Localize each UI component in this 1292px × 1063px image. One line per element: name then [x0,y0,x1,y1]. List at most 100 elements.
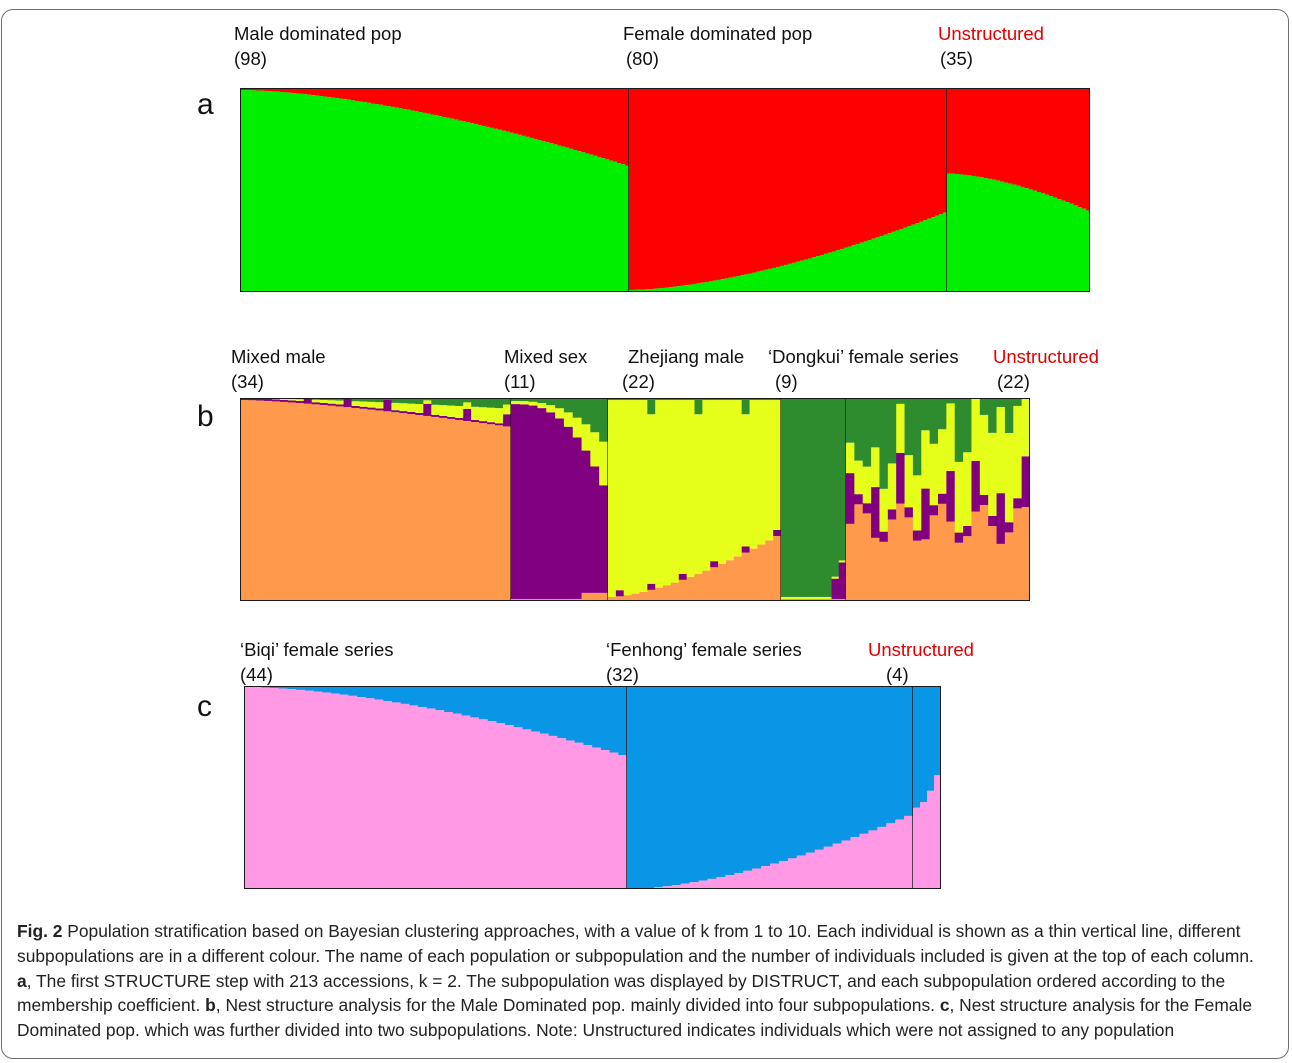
bar-plot-a-g0-i58-lower [470,123,475,292]
bar-plot-a-g1-i53-lower [839,249,845,292]
bar-b-g4-i13-seg1 [954,532,964,543]
bar-plot-a-g0-i72-upper [525,88,531,137]
bar-b-g2-i3-seg2 [631,400,641,594]
panel-b-letter: b [197,400,214,433]
bar-plot-c-g0-i42-upper [609,686,619,753]
bar-plot-c-g1-i16-lower [770,863,780,889]
bar-plot-c-g0-i12-upper [348,686,358,696]
bar-plot-c-g1-i20-upper [805,686,816,853]
bar-plot-a-g1-i32-lower [756,271,761,292]
bar-plot-a-g1-i41-lower [791,262,797,292]
bar-plot-c-g0-i31-lower [513,727,524,889]
bar-b-g2-i1-seg3 [615,398,625,401]
bar-plot-a-g2-i18-lower [1020,186,1026,292]
bar-plot-a-g0-i20-lower [319,96,324,292]
bar-plot-c-g0-i39-upper [583,686,593,746]
bar-plot-a-g0-i16-upper [303,88,309,95]
bar-plot-a-g2-i14-lower [1004,182,1009,292]
bar-plot-a-g1-i73-lower [919,221,924,292]
bar-plot-a-g1-i36-upper [772,88,777,268]
bar-b-g1-i2-seg2 [528,401,539,406]
bar-plot-a-g0-i53-upper [450,88,455,119]
bar-plot-a-g2-i4-upper [963,88,969,175]
bar-plot-a-g1-i24-upper [724,88,729,279]
caption-figure-label: Fig. 2 [17,921,63,941]
bar-plot-c-g1-i6-lower [680,883,691,889]
bar-plot-c-g0-i6-upper [296,686,306,690]
bar-plot-a-g1-i46-lower [811,257,817,292]
bar-plot-a-g0-i67-lower [505,131,511,292]
bar-b-g0-i16-seg0 [367,409,377,601]
bar-plot-a-g0-i60-lower [478,125,483,292]
bar-plot-c-g1-i24-lower [841,840,852,889]
bar-plot-a-g0-i41-lower [402,109,408,292]
bar-b-g0-i3-seg1 [263,398,273,401]
bar-plot-c-g1-i2-upper [644,686,655,889]
bar-plot-a-g0-i7-lower [267,91,273,292]
bar-b-g2-i13-seg2 [710,400,719,562]
bar-b-g4-i11-seg3 [938,398,947,430]
bar-b-g3-i7-seg3 [831,398,840,577]
bar-plot-a-g2-i25-lower [1049,196,1054,292]
bar-plot-a-g2-i6-upper [971,88,977,176]
bar-plot-c-g1-i17-lower [778,861,789,889]
bar-b-g0-i32-seg3 [495,398,504,409]
bar-plot-a-g0-i91-lower [601,158,606,292]
bar-plot-a-g0-i50-lower [438,116,444,292]
bar-b-g4-i2-seg3 [862,398,872,467]
bar-plot-a-g2-i28-upper [1061,88,1067,201]
bar-plot-a-g1-i69-lower [903,227,908,292]
bar-b-g4-i16-seg2 [979,414,989,495]
bar-plot-a-g0-i56-upper [462,88,467,122]
bar-plot-a-g1-i20-lower [708,281,714,292]
bar-plot-c-g0-i37-upper [566,686,576,741]
bar-b-g0-i16-seg1 [367,407,377,410]
bar-plot-a-g2-i19-upper [1024,88,1030,189]
bar-plot-c-g0-i12-lower [348,695,358,889]
bar-plot-a-g0-i90-upper [597,88,602,157]
bar-plot-a-g1-i57-upper [855,88,861,244]
bar-b-g1-i4-seg0 [546,598,556,601]
bar-b-g0-i24-seg0 [431,416,440,601]
bar-plot-a-g2-i33-upper [1081,88,1087,209]
bar-plot-a-g1-i79-upper [943,88,948,213]
bar-plot-c-g2-i1-upper [920,686,928,803]
bar-plot-c-g0-i0-lower [244,687,254,889]
bar-b-g4-i1-seg1 [854,494,864,505]
bar-plot-a-g0-i20-upper [319,88,324,97]
bar-b-g0-i8-seg1 [303,398,313,404]
bar-plot-c-g0-i35-lower [548,735,558,889]
bar-b-g4-i7-seg2 [904,455,914,508]
bar-b-g0-i5-seg2 [279,398,289,400]
bar-plot-a-g0-i56-lower [462,121,467,292]
bar-b-g0-i27-seg2 [455,405,464,418]
bar-b-g3-i2-seg2 [795,596,804,599]
bar-plot-a-g1-i44-upper [803,88,809,260]
bar-b-g2-i9-seg0 [678,579,688,601]
bar-plot-a-g1-i4-upper [644,88,650,290]
bar-plot-c-g1-i10-lower [716,877,726,889]
bar-plot-a-g0-i76-lower [541,141,547,292]
bar-plot-a-g0-i92-upper [605,88,610,160]
bar-b-g0-i2-seg0 [255,400,265,601]
bar-b-g0-i33-seg0 [503,426,512,601]
bar-b-g2-i17-seg1 [741,546,751,553]
bar-plot-c-g0-i37-lower [566,740,576,889]
bar-plot-c-g1-i30-upper [895,686,905,820]
bar-plot-a-g1-i39-upper [784,88,789,265]
bar-plot-a-g2-i27-lower [1057,199,1062,292]
bar-b-g4-i7-seg1 [904,507,914,518]
bar-plot-c-g1-i11-upper [725,686,735,876]
bar-plot-a-g2-i15-upper [1008,88,1013,184]
bar-plot-c-g0-i23-lower [444,712,454,889]
bar-plot-c-g1-i4-lower [662,886,673,889]
bar-plot-a-g2-i5-upper [967,88,973,176]
bar-plot-a-g1-i28-lower [740,275,745,292]
bar-plot-a-g2-i1-lower [951,173,956,292]
bar-plot-a-g2-i1-upper [951,88,956,174]
bar-b-g2-i4-seg0 [639,591,648,601]
bar-plot-c-g0-i34-upper [539,686,550,734]
bar-plot-a-g2-i25-upper [1049,88,1054,197]
bar-plot-a-g1-i10-lower [668,287,674,292]
bar-plot-a-g0-i16-lower [303,94,309,292]
